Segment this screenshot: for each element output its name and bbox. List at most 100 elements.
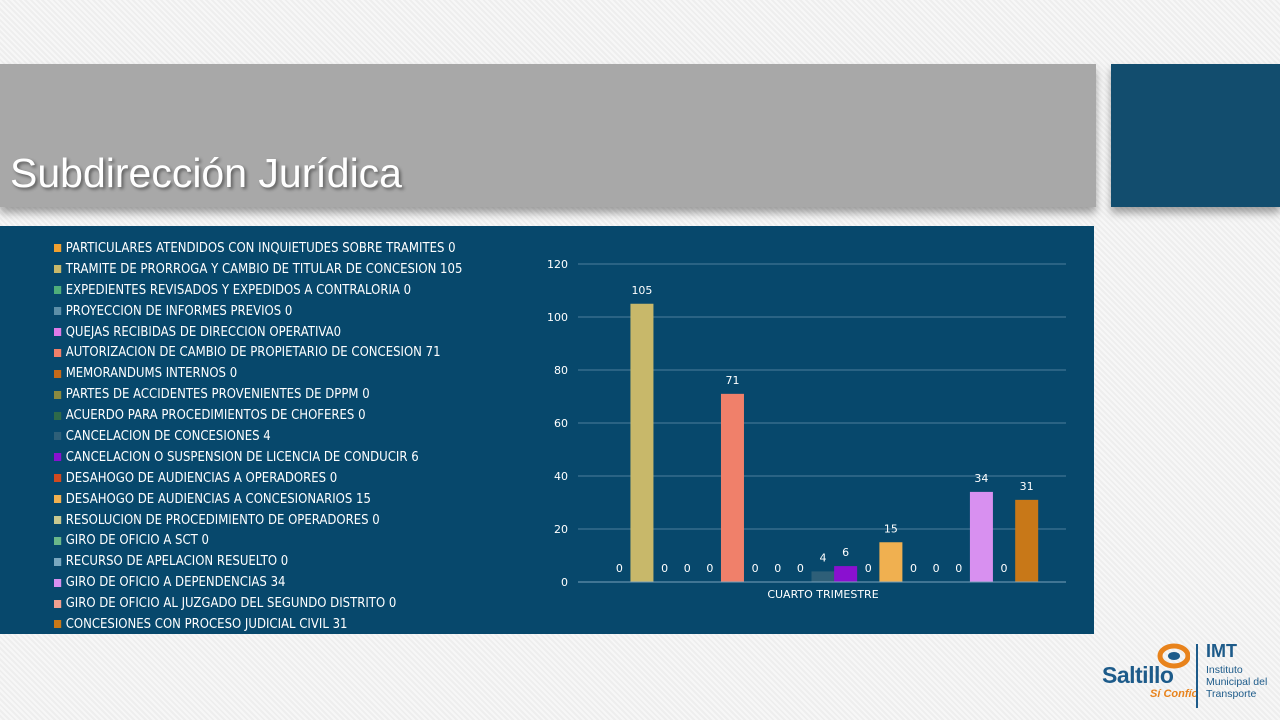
legend-item: AUTORIZACION DE CAMBIO DE PROPIETARIO DE… <box>54 342 462 363</box>
data-label: 71 <box>725 374 739 387</box>
logo-org-name: Instituto Municipal del Transporte <box>1206 664 1267 700</box>
legend-swatch <box>54 432 62 441</box>
chart-panel: PARTICULARES ATENDIDOS CON INQUIETUDES S… <box>0 226 1094 634</box>
slide-title: Subdirección Jurídica <box>10 150 402 196</box>
y-tick-label: 100 <box>547 311 568 324</box>
legend-swatch <box>54 620 62 629</box>
legend-swatch <box>54 348 62 357</box>
data-label: 0 <box>933 562 940 575</box>
legend-item: PARTICULARES ATENDIDOS CON INQUIETUDES S… <box>54 238 462 259</box>
legend-swatch <box>54 411 62 420</box>
legend-swatch <box>54 536 62 545</box>
logo-org-abbr: IMT <box>1206 641 1237 661</box>
logo-tagline: Sí Confío <box>1150 688 1199 700</box>
data-label: 15 <box>884 522 898 535</box>
legend-label: CANCELACION O SUSPENSION DE LICENCIA DE … <box>65 449 419 465</box>
legend-swatch <box>54 307 62 316</box>
data-label: 0 <box>684 562 691 575</box>
legend-swatch <box>54 474 62 483</box>
legend-swatch <box>54 369 62 378</box>
data-label: 0 <box>1001 562 1008 575</box>
legend-item: TRAMITE DE PRORROGA Y CAMBIO DE TITULAR … <box>54 259 462 280</box>
logo-org-line: Transporte <box>1206 688 1257 700</box>
data-label: 6 <box>842 546 849 559</box>
data-label: 0 <box>910 562 917 575</box>
data-label: 0 <box>706 562 713 575</box>
title-band <box>0 64 1096 207</box>
legend-item: RESOLUCION DE PROCEDIMIENTO DE OPERADORE… <box>54 510 462 531</box>
data-label: 34 <box>974 472 988 485</box>
legend-label: CONCESIONES CON PROCESO JUDICIAL CIVIL 3… <box>65 616 348 632</box>
bar <box>720 393 744 582</box>
legend-item: GIRO DE OFICIO A DEPENDENCIAS 34 <box>54 572 462 593</box>
bar <box>811 571 835 582</box>
data-label: 4 <box>820 551 827 564</box>
legend-label: MEMORANDUMS INTERNOS 0 <box>65 366 238 382</box>
data-label: 0 <box>616 562 623 575</box>
logo-divider <box>1196 644 1198 708</box>
legend-item: ACUERDO PARA PROCEDIMIENTOS DE CHOFERES … <box>54 405 462 426</box>
y-tick-label: 0 <box>561 576 568 589</box>
y-tick-label: 60 <box>554 417 568 430</box>
legend-label: ACUERDO PARA PROCEDIMIENTOS DE CHOFERES … <box>65 408 366 424</box>
legend-label: PARTICULARES ATENDIDOS CON INQUIETUDES S… <box>65 240 456 256</box>
legend-label: GIRO DE OFICIO AL JUZGADO DEL SEGUNDO DI… <box>65 596 397 612</box>
bar <box>630 303 654 582</box>
y-tick-label: 20 <box>554 523 568 536</box>
legend-label: TRAMITE DE PRORROGA Y CAMBIO DE TITULAR … <box>65 261 463 277</box>
bar <box>1015 499 1039 582</box>
legend-item: CONCESIONES CON PROCESO JUDICIAL CIVIL 3… <box>54 614 462 635</box>
legend-swatch <box>54 328 62 336</box>
legend-swatch <box>54 244 62 253</box>
legend-label: RESOLUCION DE PROCEDIMIENTO DE OPERADORE… <box>65 512 380 528</box>
data-label: 31 <box>1020 480 1034 493</box>
legend-label: PROYECCION DE INFORMES PREVIOS 0 <box>65 303 293 319</box>
y-tick-label: 80 <box>554 364 568 377</box>
y-tick-label: 40 <box>554 470 568 483</box>
bar <box>879 542 903 582</box>
data-label: 0 <box>752 562 759 575</box>
legend-swatch <box>54 286 62 295</box>
legend-label: GIRO DE OFICIO A SCT 0 <box>65 533 209 549</box>
legend-item: RECURSO DE APELACION RESUELTO 0 <box>54 551 462 572</box>
legend-swatch <box>54 265 62 274</box>
legend-swatch <box>54 390 62 399</box>
legend-label: GIRO DE OFICIO A DEPENDENCIAS 34 <box>65 575 286 591</box>
bar <box>834 566 858 582</box>
data-label: 0 <box>865 562 872 575</box>
x-category-label: CUARTO TRIMESTRE <box>767 588 878 601</box>
data-label: 0 <box>955 562 962 575</box>
legend-swatch <box>54 599 62 608</box>
legend-swatch <box>54 578 62 587</box>
legend-label: RECURSO DE APELACION RESUELTO 0 <box>65 554 289 570</box>
data-label: 105 <box>631 284 652 297</box>
accent-box <box>1111 64 1280 207</box>
legend-item: PARTES DE ACCIDENTES PROVENIENTES DE DPP… <box>54 384 462 405</box>
logo-org-line: Municipal del <box>1206 676 1268 688</box>
bar <box>969 491 993 582</box>
chart-legend: PARTICULARES ATENDIDOS CON INQUIETUDES S… <box>54 238 508 635</box>
legend-label: DESAHOGO DE AUDIENCIAS A OPERADORES 0 <box>65 470 338 486</box>
legend-label: AUTORIZACION DE CAMBIO DE PROPIETARIO DE… <box>65 345 441 361</box>
legend-item: CANCELACION DE CONCESIONES 4 <box>54 426 462 447</box>
legend-item: CANCELACION O SUSPENSION DE LICENCIA DE … <box>54 447 462 468</box>
legend-swatch <box>54 453 62 462</box>
legend-item: GIRO DE OFICIO A SCT 0 <box>54 530 462 551</box>
legend-label: EXPEDIENTES REVISADOS Y EXPEDIDOS A CONT… <box>65 282 412 298</box>
legend-label: PARTES DE ACCIDENTES PROVENIENTES DE DPP… <box>65 387 370 403</box>
legend-item: DESAHOGO DE AUDIENCIAS A CONCESIONARIOS … <box>54 489 462 510</box>
legend-label: CANCELACION DE CONCESIONES 4 <box>65 428 271 444</box>
legend-label: QUEJAS RECIBIDAS DE DIRECCION OPERATIVA0 <box>65 324 342 340</box>
legend-label: DESAHOGO DE AUDIENCIAS A CONCESIONARIOS … <box>65 491 371 507</box>
legend-item: QUEJAS RECIBIDAS DE DIRECCION OPERATIVA0 <box>54 322 462 343</box>
legend-item: GIRO DE OFICIO AL JUZGADO DEL SEGUNDO DI… <box>54 593 462 614</box>
logo-org-line: Instituto <box>1206 664 1243 676</box>
legend-swatch <box>54 516 62 525</box>
data-label: 0 <box>797 562 804 575</box>
legend-item: EXPEDIENTES REVISADOS Y EXPEDIDOS A CONT… <box>54 280 462 301</box>
data-label: 0 <box>774 562 781 575</box>
data-label: 0 <box>661 562 668 575</box>
legend-item: DESAHOGO DE AUDIENCIAS A OPERADORES 0 <box>54 468 462 489</box>
swirl-logo-icon <box>1157 643 1190 669</box>
